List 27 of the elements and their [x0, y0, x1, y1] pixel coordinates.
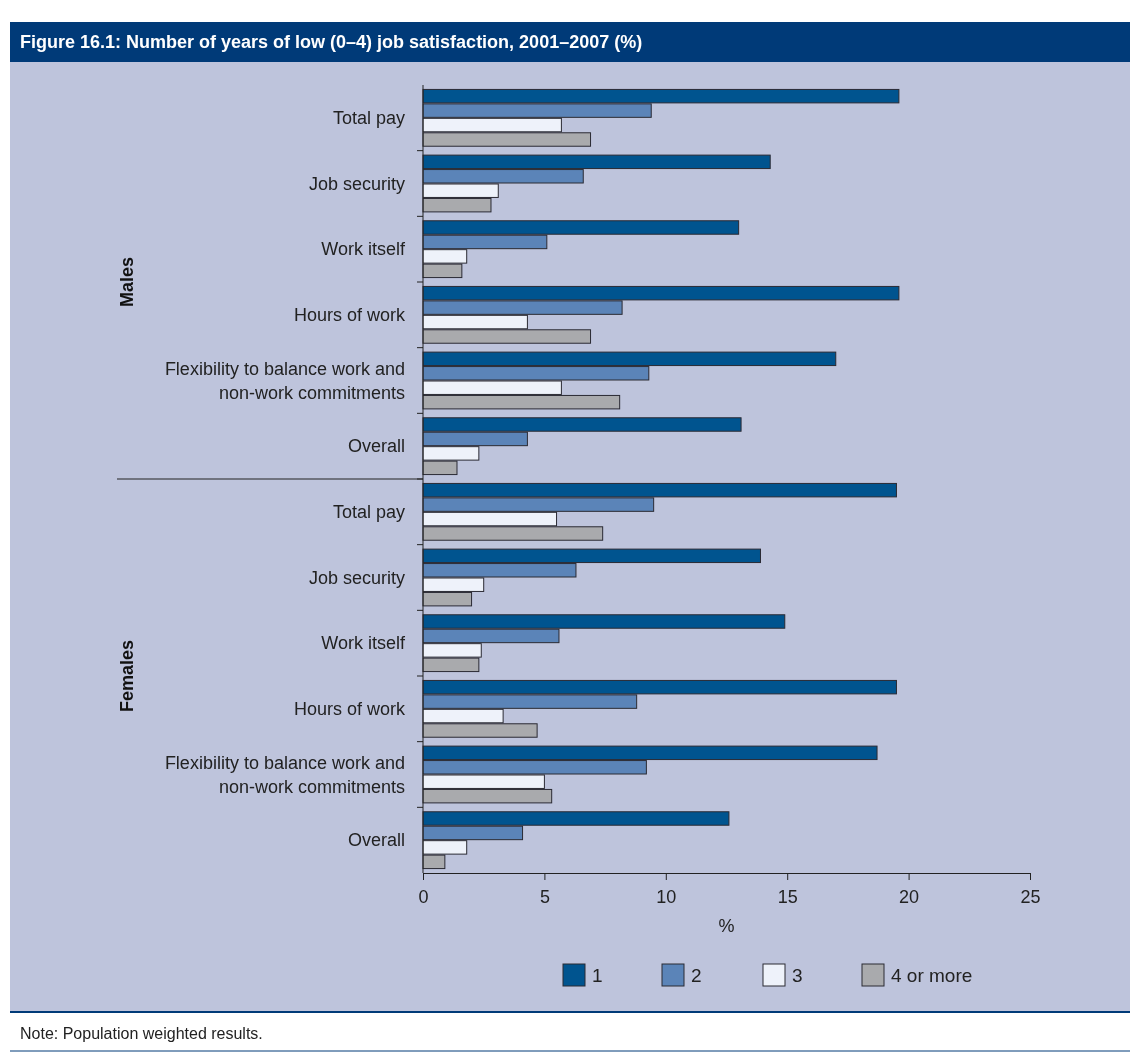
y-tick-label: Overall	[347, 830, 405, 851]
y-tick-label: Flexibility to balance work and non-work commitments	[164, 752, 405, 797]
legend-label: 1	[592, 965, 603, 986]
y-tick-label: Work itself	[321, 239, 406, 260]
text: Males	[117, 256, 137, 308]
x-tick-label: 20	[899, 886, 920, 907]
y-tick-label: Job security	[308, 173, 405, 194]
y-tick-label: Hours of work	[293, 304, 406, 325]
text: Note: Population weighted results.	[20, 1025, 263, 1042]
y-tick-label: Job security	[308, 567, 405, 588]
y-tick-label: Flexibility to balance work and non-work commitments	[164, 358, 405, 403]
x-tick-label: 5	[539, 886, 550, 907]
legend-label: 3	[792, 965, 803, 986]
y-tick-label: Overall	[347, 436, 405, 457]
x-tick-label: 10	[656, 886, 677, 907]
x-tick-label: 0	[418, 886, 429, 907]
y-tick-label: Work itself	[321, 633, 406, 654]
text: Females	[117, 639, 137, 713]
x-tick-label: 25	[1020, 886, 1041, 907]
y-tick-label: Total pay	[332, 107, 405, 128]
x-tick-label: 15	[777, 886, 798, 907]
x-axis-title: %	[718, 916, 735, 936]
chart-title: Figure 16.1: Number of years of low (0–4) job satisfaction, 2001–2007 (%)	[20, 32, 643, 52]
legend-label: 2	[691, 965, 702, 986]
y-tick-label: Hours of work	[293, 698, 406, 719]
legend-label: 4 or more	[891, 965, 973, 986]
y-tick-label: Total pay	[332, 501, 405, 522]
